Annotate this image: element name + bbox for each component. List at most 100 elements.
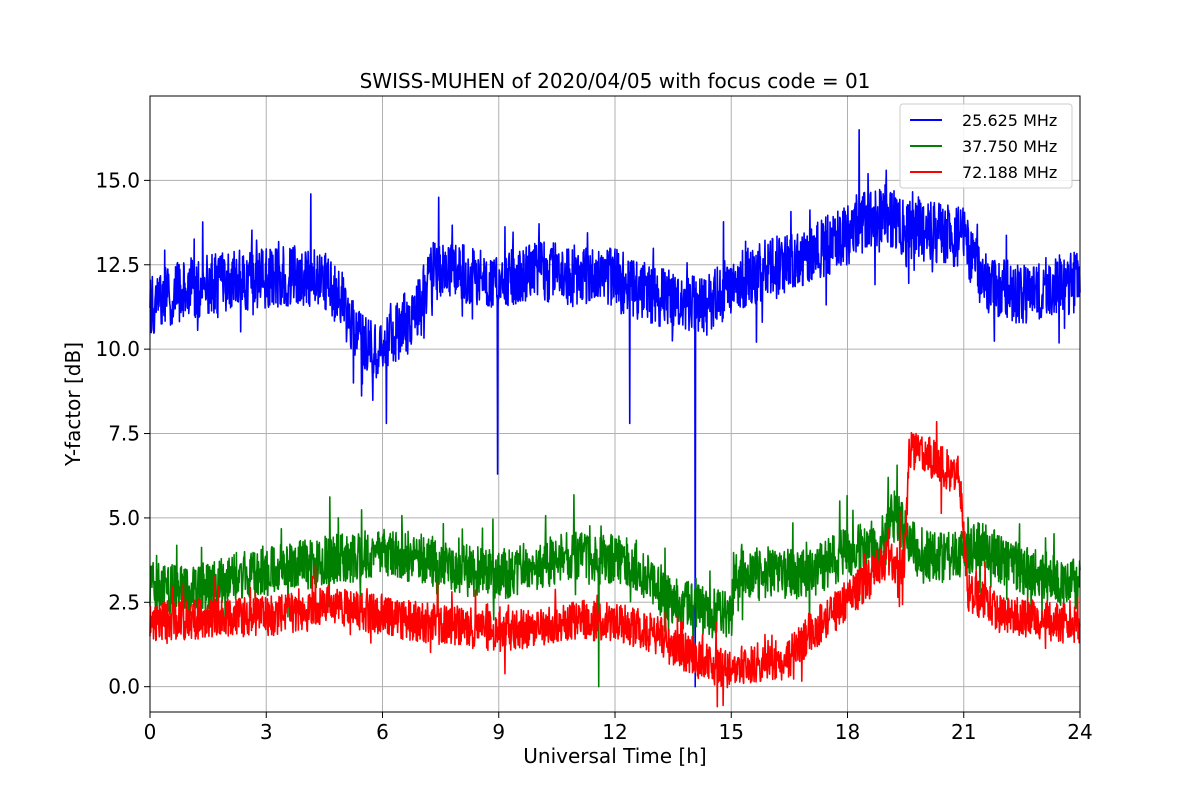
data-point <box>885 558 887 560</box>
data-point <box>304 274 306 276</box>
data-point <box>614 622 616 624</box>
data-point <box>1040 288 1042 290</box>
x-tick-label: 24 <box>1067 720 1092 744</box>
data-point <box>304 612 306 614</box>
data-point <box>420 304 422 306</box>
data-point <box>374 348 376 350</box>
data-point <box>982 544 984 546</box>
legend-label: 37.750 MHz <box>962 137 1057 156</box>
data-point <box>169 588 171 590</box>
data-point <box>459 271 461 273</box>
data-point <box>924 230 926 232</box>
data-point <box>188 618 190 620</box>
data-point <box>885 213 887 215</box>
data-point <box>909 450 911 452</box>
data-point <box>769 571 771 573</box>
legend-label: 25.625 MHz <box>962 111 1057 130</box>
data-point <box>575 554 577 556</box>
data-point <box>672 598 674 600</box>
data-point <box>692 608 694 610</box>
data-point <box>498 574 500 576</box>
data-point <box>304 564 306 566</box>
x-tick-label: 3 <box>260 720 273 744</box>
data-point <box>672 645 674 647</box>
data-point <box>730 669 732 671</box>
data-point <box>1040 574 1042 576</box>
data-point <box>734 574 736 576</box>
data-point <box>575 618 577 620</box>
data-point <box>498 632 500 634</box>
y-tick-label: 7.5 <box>108 422 140 446</box>
data-point <box>1021 294 1023 296</box>
data-point <box>847 234 849 236</box>
data-point <box>1002 561 1004 563</box>
data-point <box>343 608 345 610</box>
data-point <box>653 294 655 296</box>
data-point <box>343 558 345 560</box>
data-point <box>944 466 946 468</box>
data-point <box>924 453 926 455</box>
data-point <box>382 551 384 553</box>
data-point <box>944 558 946 560</box>
legend: 25.625 MHz 37.750 MHz 72.188 MHz <box>899 103 1073 189</box>
data-point <box>355 335 357 337</box>
data-point <box>207 284 209 286</box>
data-point <box>808 632 810 634</box>
data-point <box>866 581 868 583</box>
x-tick-label: 18 <box>835 720 860 744</box>
data-point <box>595 561 597 563</box>
x-tick-label: 0 <box>144 720 157 744</box>
data-point <box>730 284 732 286</box>
data-point <box>227 578 229 580</box>
legend-box <box>899 103 1073 189</box>
x-tick-label: 9 <box>492 720 505 744</box>
data-point <box>789 659 791 661</box>
data-point <box>982 598 984 600</box>
series-line <box>149 128 1081 688</box>
data-point <box>692 304 694 306</box>
data-point <box>827 618 829 620</box>
data-point <box>537 625 539 627</box>
data-point <box>188 591 190 593</box>
x-tick-label: 21 <box>951 720 976 744</box>
y-tick-label: 5.0 <box>108 506 140 530</box>
data-point <box>808 574 810 576</box>
data-point <box>614 558 616 560</box>
chart-title: SWISS-MUHEN of 2020/04/05 with focus cod… <box>360 69 871 93</box>
data-point <box>420 558 422 560</box>
x-tick-label: 6 <box>376 720 389 744</box>
data-point <box>847 598 849 600</box>
axis-ticks: 0 3 6 9 12 15 18 21 24 0.0 2.5 5.0 7.5 10.0 12.5 15.0 <box>95 168 1092 744</box>
data-point <box>959 477 961 479</box>
data-point <box>630 288 632 290</box>
data-point <box>916 551 918 553</box>
series-1 <box>149 128 1081 688</box>
data-point <box>637 564 639 566</box>
data-point <box>750 662 752 664</box>
data-point <box>537 271 539 273</box>
plot-series <box>149 128 1081 708</box>
series-line <box>149 464 1081 688</box>
data-point <box>420 622 422 624</box>
series-line <box>149 420 1081 708</box>
data-point <box>847 551 849 553</box>
data-point <box>459 568 461 570</box>
data-point <box>711 612 713 614</box>
data-point <box>692 656 694 658</box>
series-2 <box>149 464 1081 688</box>
data-point <box>1002 288 1004 290</box>
data-point <box>878 544 880 546</box>
data-point <box>808 254 810 256</box>
y-tick-label: 12.5 <box>95 253 140 277</box>
data-point <box>265 277 267 279</box>
data-point <box>614 274 616 276</box>
data-point <box>227 618 229 620</box>
y-axis-label: Y-factor [dB] <box>61 342 85 467</box>
data-point <box>324 281 326 283</box>
data-point <box>769 267 771 269</box>
data-point <box>265 571 267 573</box>
y-tick-label: 10.0 <box>95 337 140 361</box>
data-point <box>188 288 190 290</box>
data-point <box>982 281 984 283</box>
